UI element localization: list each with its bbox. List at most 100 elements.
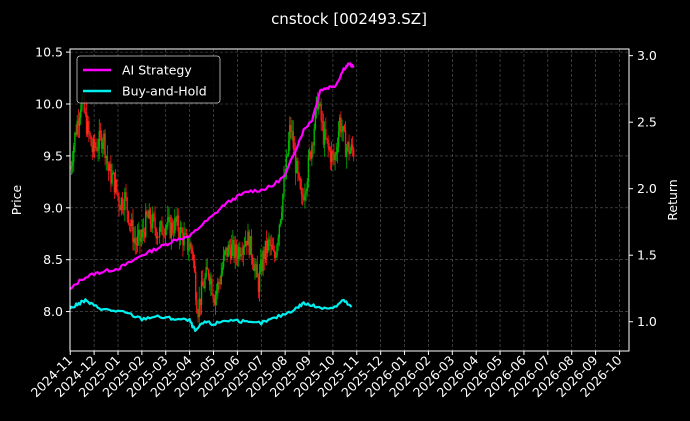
candle-body <box>125 192 127 198</box>
candle-body <box>174 217 176 234</box>
candle-body <box>277 237 279 246</box>
candle-body <box>303 197 305 201</box>
candle-body <box>265 240 268 253</box>
candle-body <box>269 239 271 246</box>
right-tick-label: 1.5 <box>637 248 657 263</box>
candle-body <box>170 222 173 238</box>
candle-body <box>71 161 74 167</box>
candle-body <box>300 188 303 195</box>
candle-body <box>332 151 334 154</box>
candle-body <box>311 144 313 159</box>
candle-body <box>140 237 142 242</box>
candle-body <box>84 111 87 113</box>
candle-body <box>240 254 242 257</box>
y-axis-label-left: Price <box>9 184 24 215</box>
candle-body <box>160 221 162 227</box>
candle-body <box>335 151 337 155</box>
candle-body <box>95 147 97 149</box>
candle-body <box>185 233 188 235</box>
candle-body <box>212 294 214 299</box>
candle-body <box>154 217 156 229</box>
candle-body <box>251 257 254 264</box>
candle-body <box>117 191 119 197</box>
buy-and-hold-line <box>69 298 353 333</box>
candle-body <box>119 206 121 211</box>
candle-body <box>193 260 196 272</box>
right-tick-label: 2.0 <box>637 181 657 196</box>
candle-body <box>145 211 147 237</box>
candle-body <box>294 150 297 174</box>
candle-body <box>111 174 113 184</box>
candle-body <box>301 194 304 198</box>
candle-body <box>337 131 340 148</box>
candle-body <box>138 229 140 236</box>
candle-body <box>320 103 322 121</box>
candle-body <box>329 149 332 162</box>
candle-body <box>292 131 294 149</box>
candle-body <box>262 250 264 272</box>
candle-body <box>280 212 283 220</box>
candle-body <box>299 178 301 189</box>
candle-body <box>128 223 131 225</box>
candle-body <box>305 191 307 194</box>
candle-body <box>224 250 226 256</box>
candle-body <box>126 197 128 212</box>
candle-body <box>340 117 342 133</box>
y-axis-label-right: Return <box>665 179 680 220</box>
candle-body <box>274 250 276 258</box>
candle-body <box>176 215 178 222</box>
candle-body <box>348 142 350 154</box>
candle-body <box>350 144 353 151</box>
candle-body <box>267 240 269 253</box>
candle-body <box>261 259 263 272</box>
candle-body <box>109 164 111 171</box>
candle-body <box>75 132 77 135</box>
candle-body <box>225 247 227 251</box>
candle-body <box>121 198 124 209</box>
candle-body <box>197 312 199 318</box>
candle-body <box>102 142 104 149</box>
candle-body <box>308 151 311 157</box>
candle-body <box>264 240 267 259</box>
candle-body <box>189 243 191 249</box>
candle-body <box>150 223 153 229</box>
candle-body <box>347 142 349 148</box>
candle-body <box>314 108 317 129</box>
candle-body <box>148 209 150 219</box>
candle-body <box>276 245 278 257</box>
candle-body <box>326 137 328 140</box>
candle-body <box>237 247 240 259</box>
candle-body <box>271 244 274 250</box>
candle-body <box>322 122 325 145</box>
candle-body <box>257 277 260 293</box>
candle-body <box>349 150 351 154</box>
candle-body <box>113 172 116 193</box>
candle-body <box>169 217 171 238</box>
plot-frame <box>69 48 630 352</box>
candle-body <box>165 225 168 228</box>
candle-body <box>228 245 231 249</box>
candle-body <box>233 239 235 259</box>
candle-body <box>218 281 220 284</box>
candle-body <box>205 266 207 278</box>
ai-strategy-line <box>69 62 355 290</box>
right-tick-label: 3.0 <box>637 48 657 63</box>
candle-body <box>268 239 270 241</box>
candle-body <box>327 139 329 147</box>
candle-body <box>213 298 215 305</box>
candle-body <box>196 299 198 313</box>
candle-body <box>122 208 125 210</box>
candle-body <box>142 229 145 233</box>
candle-body <box>107 163 110 171</box>
candle-body <box>129 223 132 226</box>
candle-body <box>195 271 197 300</box>
candle-body <box>141 229 143 238</box>
candle-body <box>136 235 139 246</box>
candle-body <box>247 231 249 246</box>
candle-body <box>236 255 239 259</box>
candle-body <box>116 179 118 192</box>
return-lines <box>69 62 355 333</box>
candle-body <box>161 221 163 235</box>
candle-body <box>339 117 341 132</box>
candle-body <box>184 233 186 235</box>
